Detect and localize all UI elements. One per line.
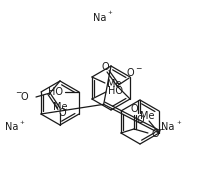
Text: −: − [16,88,22,97]
Text: Na: Na [5,122,18,132]
Text: ⁺: ⁺ [19,120,24,129]
Text: O: O [58,108,66,118]
Text: Me: Me [53,102,67,112]
Text: −: − [158,125,164,134]
Text: HO: HO [108,86,123,96]
Text: O: O [136,115,144,125]
Text: Na: Na [161,122,174,132]
Text: O: O [101,62,109,72]
Text: O: O [152,129,160,139]
Text: O: O [126,68,134,78]
Text: Me: Me [107,79,121,89]
Text: Na: Na [93,13,106,23]
Text: Me: Me [140,111,154,121]
Text: −: − [135,65,141,73]
Text: HO: HO [48,87,63,97]
Text: O: O [20,92,28,102]
Text: ⁺: ⁺ [176,120,181,129]
Text: O: O [130,104,138,114]
Text: ⁺: ⁺ [107,11,112,19]
